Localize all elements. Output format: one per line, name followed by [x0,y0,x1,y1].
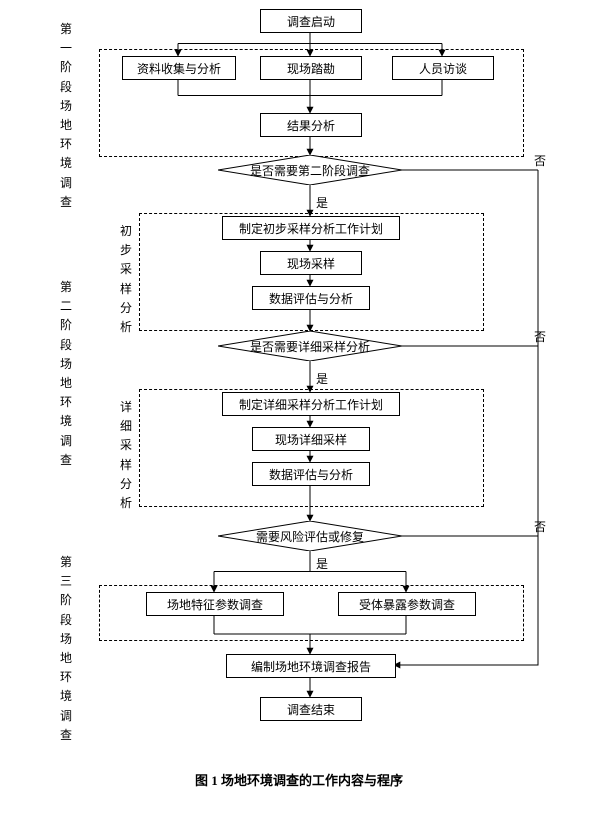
node-collect: 资料收集与分析 [122,56,236,80]
node-sample-detail: 现场详细采样 [252,427,370,451]
node-result-analysis: 结果分析 [260,113,362,137]
node-plan-detail: 制定详细采样分析工作计划 [222,392,400,416]
node-start: 调查启动 [260,9,362,33]
flowchart-canvas: 第一阶段场地环境调查初步采样分析 第二阶段场地环境调查详细采样分析第三阶段场地环境… [0,0,598,830]
d3-yes: 是 [316,555,328,572]
node-recon: 现场踏勘 [260,56,362,80]
node-sample-prelim: 现场采样 [260,251,362,275]
node-plan-prelim: 制定初步采样分析工作计划 [222,216,400,240]
node-eval-prelim: 数据评估与分析 [252,286,370,310]
label-stage1: 第一阶段场地环境调查 [60,20,72,212]
node-report: 编制场地环境调查报告 [226,654,396,678]
node-eval-detail: 数据评估与分析 [252,462,370,486]
figure-caption: 图 1 场地环境调查的工作内容与程序 [0,770,598,789]
label-prelim-sampling: 初步采样分析 [120,222,132,337]
label-stage3: 第三阶段场地环境调查 [60,553,72,745]
d2-yes: 是 [316,370,328,387]
d1-yes: 是 [316,194,328,211]
node-end: 调查结束 [260,697,362,721]
node-interview: 人员访谈 [392,56,494,80]
label-detail-sampling: 详细采样分析 [120,398,132,513]
d2-no: 否 [534,328,546,345]
label-stage2: 第二阶段场地环境调查 [60,278,72,470]
decision-2: 是否需要详细采样分析 [218,331,402,361]
node-site-param: 场地特征参数调查 [146,592,284,616]
d1-no: 否 [534,152,546,169]
decision-3: 需要风险评估或修复 [218,521,402,551]
node-receptor-param: 受体暴露参数调查 [338,592,476,616]
decision-1: 是否需要第二阶段调查 [218,155,402,185]
d3-no: 否 [534,518,546,535]
